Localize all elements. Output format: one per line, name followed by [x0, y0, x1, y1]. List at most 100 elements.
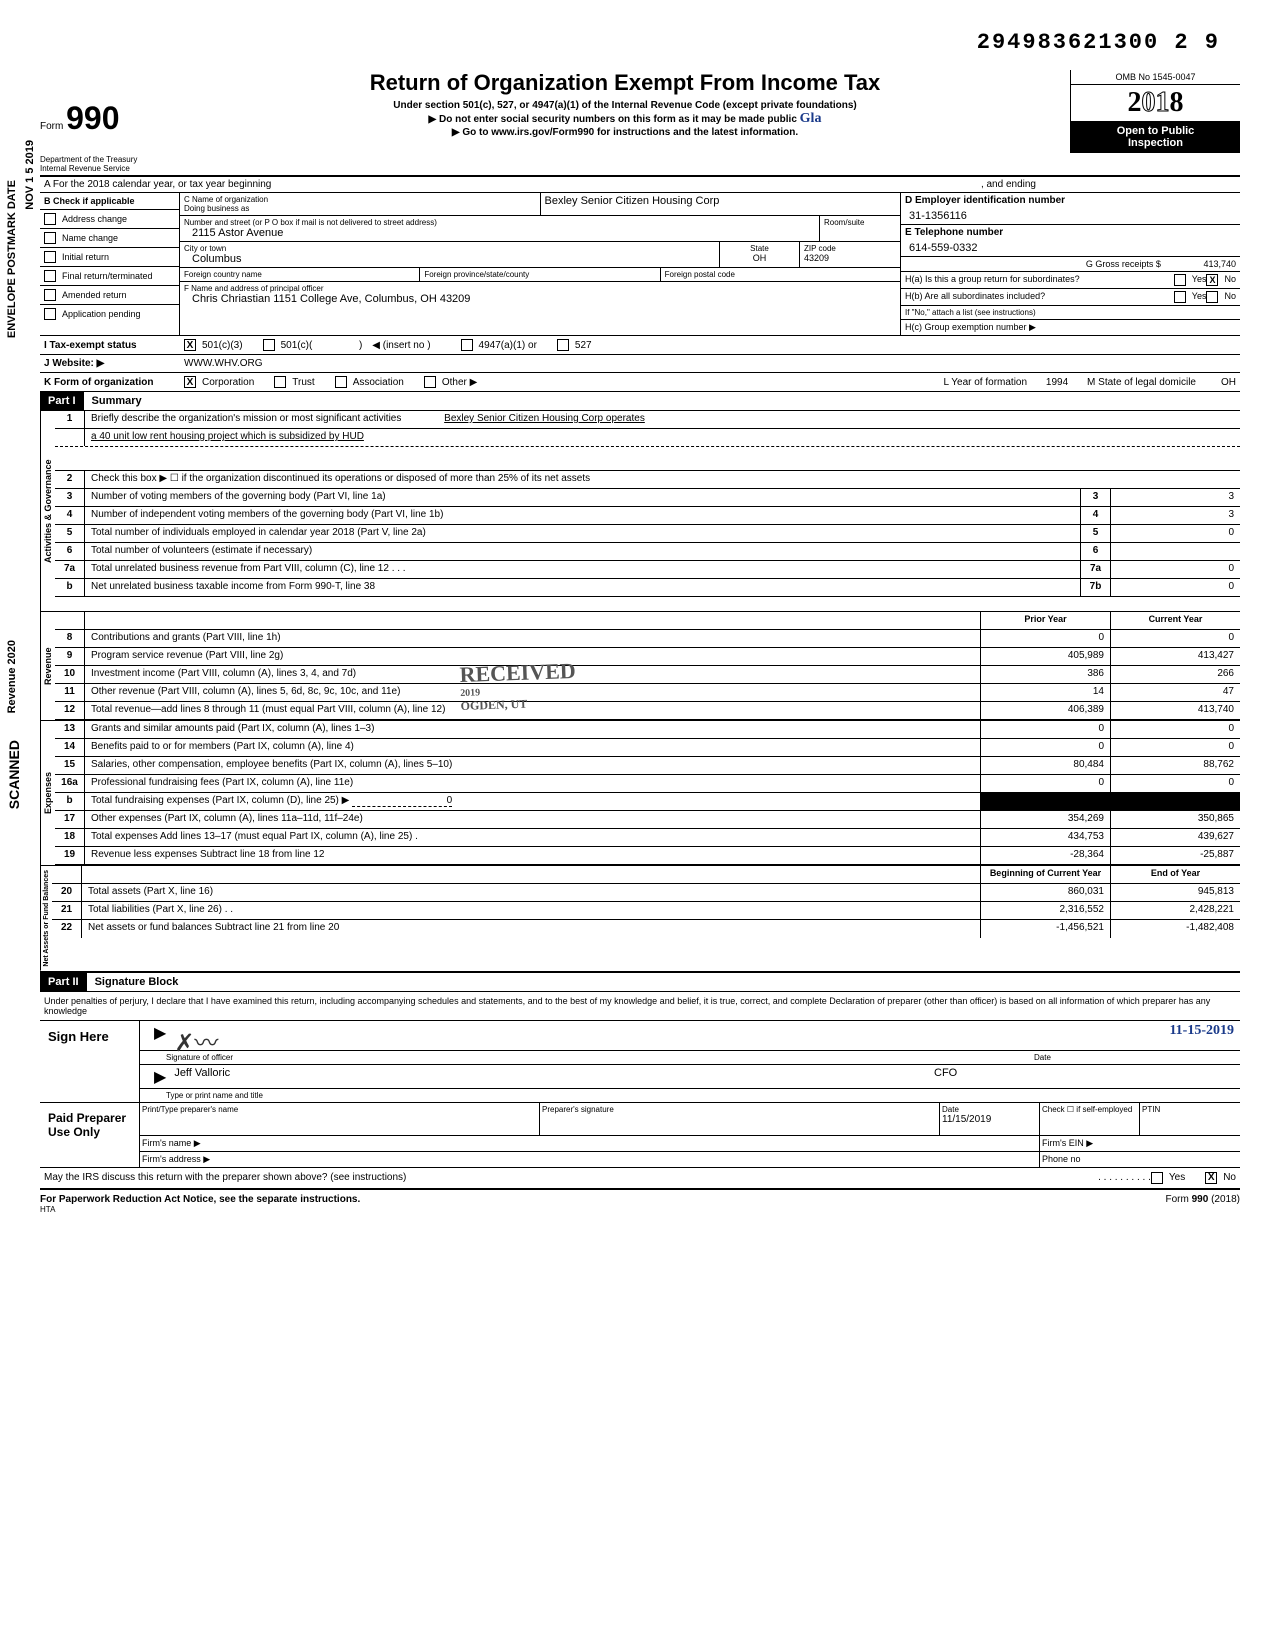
ha-no[interactable]: X — [1206, 274, 1218, 286]
line-11-curr: 47 — [1110, 684, 1240, 701]
line-13-curr: 0 — [1110, 721, 1240, 738]
i-527-cb[interactable] — [557, 339, 569, 351]
line-13-prior: 0 — [980, 721, 1110, 738]
sig-type-label: Type or print name and title — [166, 1091, 263, 1100]
line-8-prior: 0 — [980, 630, 1110, 647]
line-22-curr: -1,482,408 — [1110, 920, 1240, 938]
line-14-curr: 0 — [1110, 739, 1240, 756]
hb-no[interactable] — [1206, 291, 1218, 303]
paid-firm-addr-label: Firm's address ▶ — [140, 1152, 1040, 1167]
line-20-curr: 945,813 — [1110, 884, 1240, 901]
m-label: M State of legal domicile — [1087, 377, 1196, 388]
line-2-num: 2 — [55, 471, 85, 488]
paid-print-label: Print/Type preparer's name — [140, 1103, 540, 1135]
g-gross-label: G Gross receipts $ — [1086, 259, 1161, 269]
revenue-side: Revenue 2020 — [6, 640, 18, 713]
line-21-prior: 2,316,552 — [980, 902, 1110, 919]
line-6-val — [1110, 543, 1240, 560]
i-501c3-cb[interactable]: X — [184, 339, 196, 351]
line-7a-box: 7a — [1080, 561, 1110, 578]
line-3-box: 3 — [1080, 489, 1110, 506]
i-4947-cb[interactable] — [461, 339, 473, 351]
paid-ptin-label: PTIN — [1140, 1103, 1240, 1135]
cb-final-label: Final return/terminated — [62, 271, 153, 281]
k-assoc-cb[interactable] — [335, 376, 347, 388]
part2-title: Signature Block — [87, 973, 187, 991]
line-5-val: 0 — [1110, 525, 1240, 542]
cb-final[interactable] — [44, 270, 56, 282]
hdr-prior: Prior Year — [980, 612, 1110, 629]
l-label: L Year of formation — [943, 377, 1027, 388]
k-label: K Form of organization — [44, 377, 184, 388]
cb-name-label: Name change — [62, 233, 118, 243]
i-501c-cb[interactable] — [263, 339, 275, 351]
c-name-label: C Name of organization — [184, 195, 536, 204]
hb-yes[interactable] — [1174, 291, 1186, 303]
c-room-label: Room/suite — [824, 218, 896, 227]
line-1b: a 40 unit low rent housing project which… — [85, 429, 1240, 446]
line-17-curr: 350,865 — [1110, 811, 1240, 828]
k-trust-cb[interactable] — [274, 376, 286, 388]
line-7a-val: 0 — [1110, 561, 1240, 578]
c-foreign-label: Foreign country name — [184, 270, 415, 279]
k-other: Other ▶ — [442, 377, 477, 388]
omb-number: OMB No 1545-0047 — [1071, 70, 1240, 85]
discuss-yes-cb[interactable] — [1151, 1172, 1163, 1184]
vert-governance: Activities & Governance — [40, 411, 55, 611]
e-tel-label: E Telephone number — [905, 227, 1003, 238]
footer-left: For Paperwork Reduction Act Notice, see … — [40, 1194, 360, 1205]
cb-initial[interactable] — [44, 251, 56, 263]
line-16b-desc: Total fundraising expenses (Part IX, col… — [85, 793, 980, 810]
discuss-no-cb[interactable]: X — [1205, 1172, 1217, 1184]
org-address: 2115 Astor Avenue — [184, 227, 815, 239]
line-12-prior: 406,389 — [980, 702, 1110, 719]
h-c-label: H(c) Group exemption number ▶ — [901, 320, 1240, 335]
f-officer: Chris Chriastian 1151 College Ave, Colum… — [184, 293, 896, 305]
hdr-curr: Current Year — [1110, 612, 1240, 629]
line-2-desc: Check this box ▶ ☐ if the organization d… — [85, 471, 1240, 488]
cb-pending[interactable] — [44, 308, 56, 320]
line-3-num: 3 — [55, 489, 85, 506]
line-4-box: 4 — [1080, 507, 1110, 524]
k-other-cb[interactable] — [424, 376, 436, 388]
subtitle3: ▶ Go to www.irs.gov/Form990 for instruct… — [190, 127, 1060, 138]
c-state-label: State — [724, 244, 795, 253]
f-officer-label: F Name and address of principal officer — [184, 284, 896, 293]
line-4-desc: Number of independent voting members of … — [85, 507, 1080, 524]
line-16b-black1 — [980, 793, 1110, 810]
cb-amended[interactable] — [44, 289, 56, 301]
paid-firm-label: Firm's name ▶ — [140, 1136, 1040, 1151]
discuss-no: No — [1223, 1172, 1236, 1184]
line-15-curr: 88,762 — [1110, 757, 1240, 774]
vert-revenue: Revenue — [40, 612, 55, 720]
line-6-box: 6 — [1080, 543, 1110, 560]
sign-here-label: Sign Here — [40, 1021, 140, 1102]
line-20-desc: Total assets (Part X, line 16) — [82, 884, 980, 901]
form-title: Return of Organization Exempt From Incom… — [190, 70, 1060, 96]
hdr-begin: Beginning of Current Year — [980, 866, 1110, 883]
cb-amended-label: Amended return — [62, 290, 127, 300]
e-tel: 614-559-0332 — [905, 238, 1236, 254]
postmark-date: NOV 1 5 2019 — [24, 140, 36, 210]
paid-check: Check ☐ if self-employed — [1040, 1103, 1140, 1135]
postmark-label: ENVELOPE POSTMARK DATE — [6, 180, 18, 338]
line-8-curr: 0 — [1110, 630, 1240, 647]
line-1-num: 1 — [55, 411, 85, 428]
line-8-desc: Contributions and grants (Part VIII, lin… — [85, 630, 980, 647]
c-dba-label: Doing business as — [184, 204, 536, 213]
line-16a-prior: 0 — [980, 775, 1110, 792]
sig-officer-label: Signature of officer — [166, 1053, 1034, 1062]
k-corp-cb[interactable]: X — [184, 376, 196, 388]
document-id: 294983621300 2 9 — [977, 30, 1220, 55]
c-foreign-post: Foreign postal code — [665, 270, 896, 279]
line-16a-curr: 0 — [1110, 775, 1240, 792]
initials-handwritten: Gla — [800, 111, 822, 126]
cb-address[interactable] — [44, 213, 56, 225]
cb-name[interactable] — [44, 232, 56, 244]
line-22-desc: Net assets or fund balances Subtract lin… — [82, 920, 980, 938]
l-year: 1994 — [1027, 377, 1087, 388]
line-14-prior: 0 — [980, 739, 1110, 756]
c-foreign-prov: Foreign province/state/county — [424, 270, 655, 279]
ha-yes[interactable] — [1174, 274, 1186, 286]
discuss-text: May the IRS discuss this return with the… — [44, 1172, 1098, 1184]
